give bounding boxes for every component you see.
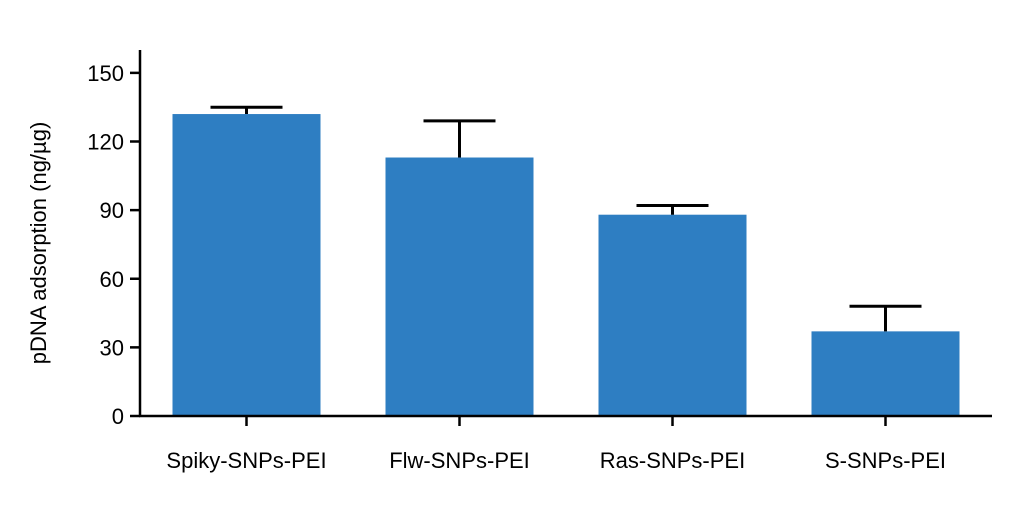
y-tick-label: 150 [87,61,124,86]
y-ticks-layer: 0 30 60 90 120 150 [87,61,140,429]
y-tick-label: 0 [112,404,124,429]
x-tick-label: Flw-SNPs-PEI [389,448,530,473]
bar [385,157,534,416]
y-tick-label: 30 [100,335,124,360]
bar [598,214,747,416]
error-bar [210,105,283,115]
error-bar [636,204,709,215]
axes-layer [138,50,992,418]
y-tick-label: 120 [87,130,124,155]
error-bar [849,304,922,332]
y-tick-label: 90 [100,198,124,223]
y-axis-title: pDNA adsorption (ng/µg) [26,122,51,365]
bar [811,331,960,416]
x-ticks-layer: Spiky-SNPs-PEI Flw-SNPs-PEI Ras-SNPs-PEI S-… [166,416,946,473]
x-tick-label: Ras-SNPs-PEI [600,448,745,473]
error-bar [423,119,496,158]
y-tick-label: 60 [100,267,124,292]
error-bars-layer [210,105,922,332]
x-tick-label: S-SNPs-PEI [825,448,946,473]
bars-layer [172,114,960,417]
x-tick-label: Spiky-SNPs-PEI [166,448,326,473]
bar [172,114,321,417]
